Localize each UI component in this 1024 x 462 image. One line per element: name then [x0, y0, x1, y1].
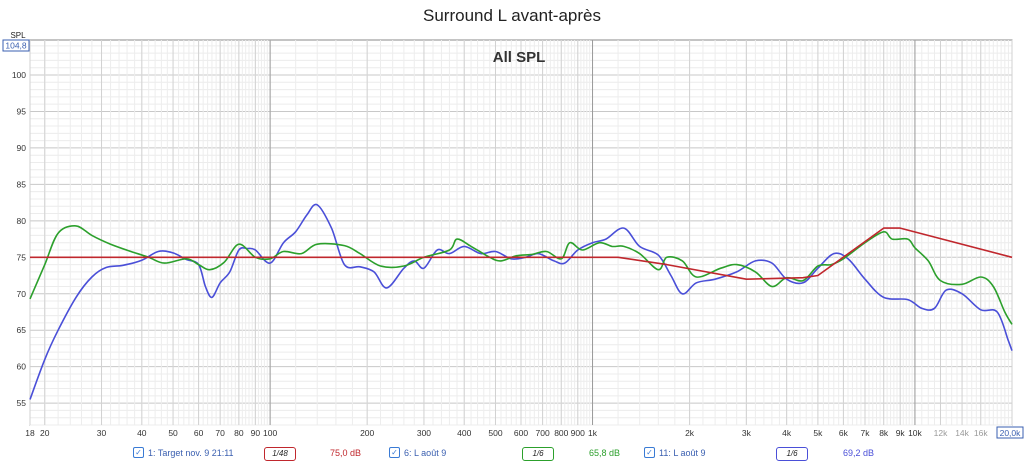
y-top-value-box[interactable] — [2, 39, 30, 52]
y-top-value: 104,8 — [5, 41, 27, 51]
legend-label-11: 11: L août 9 — [659, 447, 706, 458]
x-tick-label: 200 — [360, 428, 374, 438]
y-axis-ticks: 55 60 65 70 75 80 85 90 95 100 — [12, 70, 26, 408]
x-tick-label: 3k — [742, 428, 752, 438]
x-tick-label: 8k — [879, 428, 889, 438]
series-line-l-aout-9-11 — [29, 203, 1013, 400]
legend-label-6: 6: L août 9 — [404, 447, 447, 458]
y-tick-label: 65 — [17, 325, 27, 335]
legend-label-target: 1: Target nov. 9 21:11 — [148, 447, 234, 458]
y-tick-label: 100 — [12, 70, 26, 80]
x-tick-label: 1k — [588, 428, 598, 438]
x-tick-label: 40 — [137, 428, 147, 438]
x-tick-label: 16k — [974, 428, 988, 438]
legend-item-11[interactable]: ✓ 11: L août 9 — [644, 447, 706, 458]
x-max-value-box — [996, 426, 1024, 439]
x-tick-label: 5k — [813, 428, 823, 438]
x-tick-label: 6k — [839, 428, 849, 438]
checkbox-11[interactable]: ✓ — [644, 447, 655, 458]
x-tick-label: 800 — [554, 428, 568, 438]
x-tick-label: 70 — [215, 428, 225, 438]
x-tick-label: 80 — [234, 428, 244, 438]
value-label-6: 65,8 dB — [589, 448, 621, 458]
y-tick-label: 70 — [17, 289, 27, 299]
smoothing-button-11[interactable]: 1/6 — [776, 447, 808, 461]
chart-title: All SPL — [493, 49, 546, 66]
x-tick-label: 90 — [251, 428, 261, 438]
y-tick-label: 85 — [17, 179, 27, 189]
y-tick-label: 60 — [17, 362, 27, 372]
y-tick-label: 55 — [17, 398, 27, 408]
x-axis-ticks: 18 20 30 40 50 60 70 80 90 100 200 300 400 500 600 700 8… — [25, 426, 1024, 439]
x-tick-label: 20,0k — [1000, 428, 1022, 438]
x-tick-label: 50 — [168, 428, 178, 438]
legend-item-6[interactable]: ✓ 6: L août 9 — [389, 447, 446, 458]
x-tick-label: 10k — [908, 428, 922, 438]
series-line-l-aout-9-6 — [29, 225, 1013, 325]
x-tick-label: 12k — [934, 428, 948, 438]
x-tick-label: 14k — [955, 428, 969, 438]
checkbox-6[interactable]: ✓ — [389, 447, 400, 458]
x-tick-label: 2k — [685, 428, 695, 438]
y-tick-label: 75 — [17, 252, 27, 262]
x-tick-label: 30 — [97, 428, 107, 438]
x-tick-label: 600 — [514, 428, 528, 438]
y-axis-label: SPL — [10, 31, 26, 40]
series-line-target — [30, 227, 1013, 280]
x-tick-label: 900 — [571, 428, 585, 438]
x-tick-label: 4k — [782, 428, 792, 438]
smoothing-button-6[interactable]: 1/6 — [522, 447, 554, 461]
series-layer — [29, 203, 1013, 400]
value-label-target: 75,0 dB — [330, 448, 362, 458]
x-tick-label: 300 — [417, 428, 431, 438]
x-tick-label: 18 — [25, 428, 35, 438]
x-tick-label: 9k — [896, 428, 906, 438]
y-tick-label: 90 — [17, 143, 27, 153]
x-tick-label: 700 — [535, 428, 549, 438]
smoothing-button-target[interactable]: 1/48 — [264, 447, 296, 461]
spl-graph[interactable]: 55 60 65 70 75 80 85 90 95 100 18 20 30 40 50 60 70 80 90… — [0, 0, 1024, 446]
x-tick-label: 20 — [40, 428, 50, 438]
x-tick-label: 400 — [457, 428, 471, 438]
x-tick-label: 500 — [488, 428, 502, 438]
y-tick-label: 80 — [17, 216, 27, 226]
x-tick-label: 60 — [194, 428, 204, 438]
checkbox-target[interactable]: ✓ — [133, 447, 144, 458]
legend-item-target[interactable]: ✓ 1: Target nov. 9 21:11 — [133, 447, 234, 458]
x-tick-label: 100 — [263, 428, 277, 438]
value-label-11: 69,2 dB — [843, 448, 875, 458]
x-tick-label: 7k — [861, 428, 871, 438]
window-title: Surround L avant-après — [423, 6, 601, 25]
y-tick-label: 95 — [17, 106, 27, 116]
legend: ✓ 1: Target nov. 9 21:11 1/48 75,0 dB ✓ … — [0, 447, 1024, 461]
